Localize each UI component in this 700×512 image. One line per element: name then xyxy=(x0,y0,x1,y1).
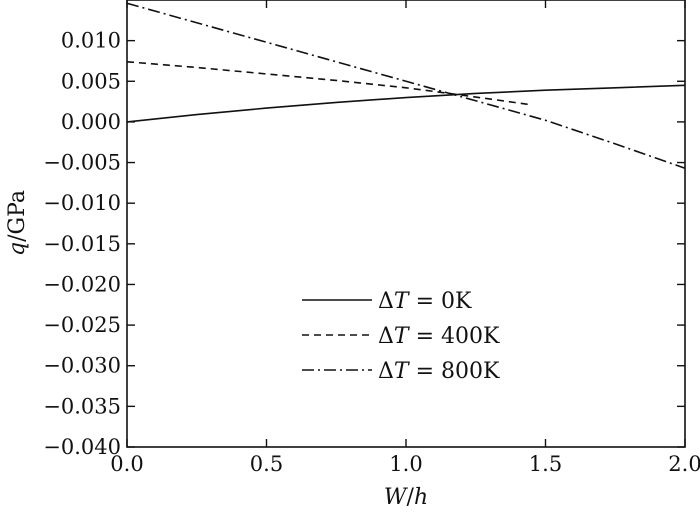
y-tick-label: −0.010 xyxy=(43,191,121,215)
y-tick-label: −0.040 xyxy=(43,435,121,459)
legend: ΔT = 0K ΔT = 400K ΔT = 800K xyxy=(302,289,500,384)
x-tick-label: 0.0 xyxy=(110,452,143,476)
legend-label-0: ΔT = 0K xyxy=(378,289,472,314)
y-tick-label: −0.005 xyxy=(43,151,121,175)
y-tick-label: −0.025 xyxy=(43,313,121,337)
legend-label-2: ΔT = 800K xyxy=(378,359,500,384)
x-tick-label: 1.5 xyxy=(529,452,562,476)
y-tick-label: 0.005 xyxy=(61,69,121,93)
series-lines xyxy=(126,2,686,169)
y-tick-label: −0.035 xyxy=(43,394,121,418)
x-tick-label: 1.0 xyxy=(389,452,422,476)
y-tick-label: 0.010 xyxy=(61,29,121,53)
legend-label-1: ΔT = 400K xyxy=(378,324,500,349)
y-tick-label: −0.020 xyxy=(43,272,121,296)
x-tick-label: 0.5 xyxy=(250,452,283,476)
series-line-2 xyxy=(126,2,686,169)
series-line-0 xyxy=(126,84,686,123)
y-tick-label: 0.000 xyxy=(61,110,121,134)
x-tick-label: 2.0 xyxy=(668,452,700,476)
y-tick-label: −0.015 xyxy=(43,232,121,256)
series-line-1 xyxy=(126,60,532,106)
y-axis-label: q/GPa xyxy=(5,190,30,256)
y-axis-ticks: 0.010 0.005 0.000 −0.005 −0.010 −0.015 −0.020 −… xyxy=(43,29,685,459)
x-axis-label: W/h xyxy=(384,485,428,510)
x-axis-ticks: 0.0 0.5 1.0 1.5 2.0 xyxy=(110,0,700,476)
y-tick-label: −0.030 xyxy=(43,354,121,378)
